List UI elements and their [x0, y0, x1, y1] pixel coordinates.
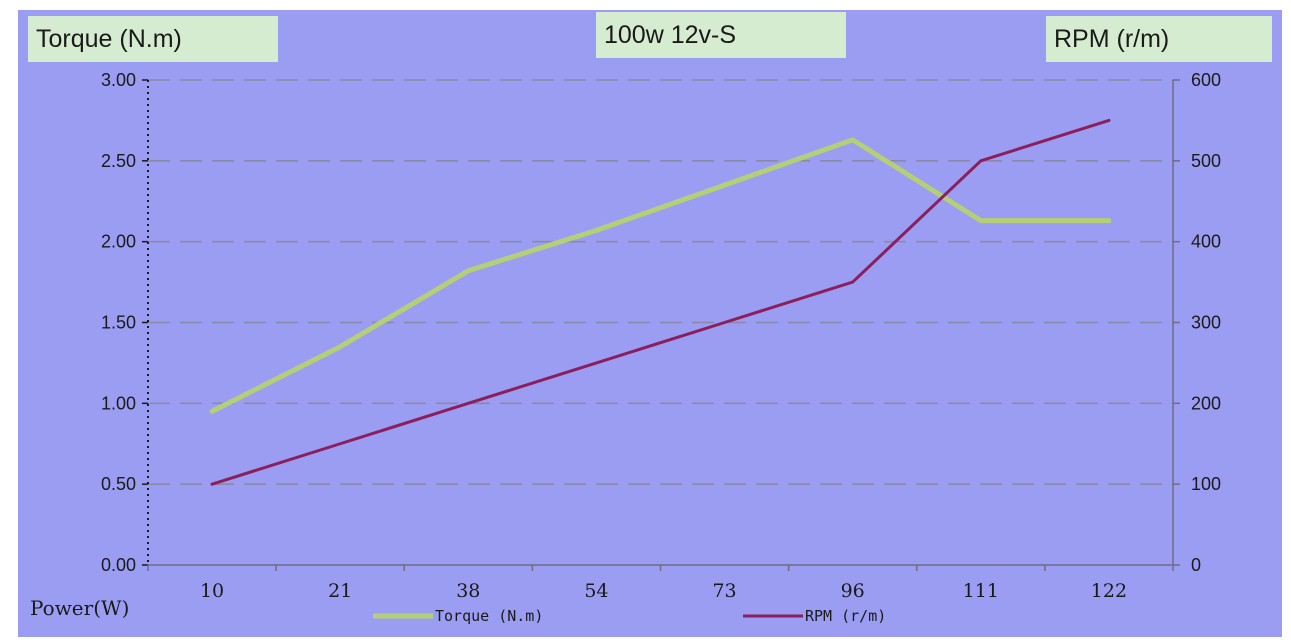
right-tick-label: 600	[1191, 70, 1221, 90]
left-tick-label: 3.00	[101, 70, 136, 90]
right-axis-title: RPM (r/m)	[1046, 16, 1272, 62]
left-axis-title: Torque (N.m)	[28, 16, 278, 62]
right-tick-label: 100	[1191, 474, 1221, 494]
x-tick-label: 96	[841, 580, 865, 602]
x-tick-label: 21	[328, 580, 352, 602]
right-tick-label: 200	[1191, 393, 1221, 413]
legend-label: Torque (N.m)	[435, 607, 543, 625]
left-tick-label: 1.50	[101, 313, 136, 333]
series-line-rpm	[210, 118, 1111, 486]
legend-label: RPM (r/m)	[805, 607, 886, 625]
chart-frame: Torque (N.m) 100w 12v-S RPM (r/m) 0.00 0.…	[18, 10, 1282, 637]
left-tick-label: 2.00	[101, 232, 136, 252]
x-tick-label: 54	[584, 580, 608, 602]
x-tick-label: 10	[200, 580, 224, 602]
x-tick-label: 122	[1091, 580, 1127, 602]
left-tick-label: 1.00	[101, 393, 136, 413]
right-tick-label: 400	[1191, 232, 1221, 252]
line-chart: 0.00 0.50 1.00 1.50 2.00 2.50 3.00 0 100 200 300 40…	[30, 70, 1221, 625]
left-tick-label: 2.50	[101, 151, 136, 171]
right-tick-label: 300	[1191, 313, 1221, 333]
x-tick-label: 38	[456, 580, 480, 602]
series-line-torque	[209, 137, 1112, 414]
x-axis-label: Power(W)	[30, 596, 129, 620]
chart-title: 100w 12v-S	[596, 12, 846, 58]
left-tick-label: 0.00	[101, 555, 136, 575]
x-tick-label: 73	[712, 580, 736, 602]
right-tick-label: 500	[1191, 151, 1221, 171]
left-tick-label: 0.50	[101, 474, 136, 494]
right-tick-label: 0	[1191, 555, 1201, 575]
x-tick-label: 111	[963, 580, 999, 602]
